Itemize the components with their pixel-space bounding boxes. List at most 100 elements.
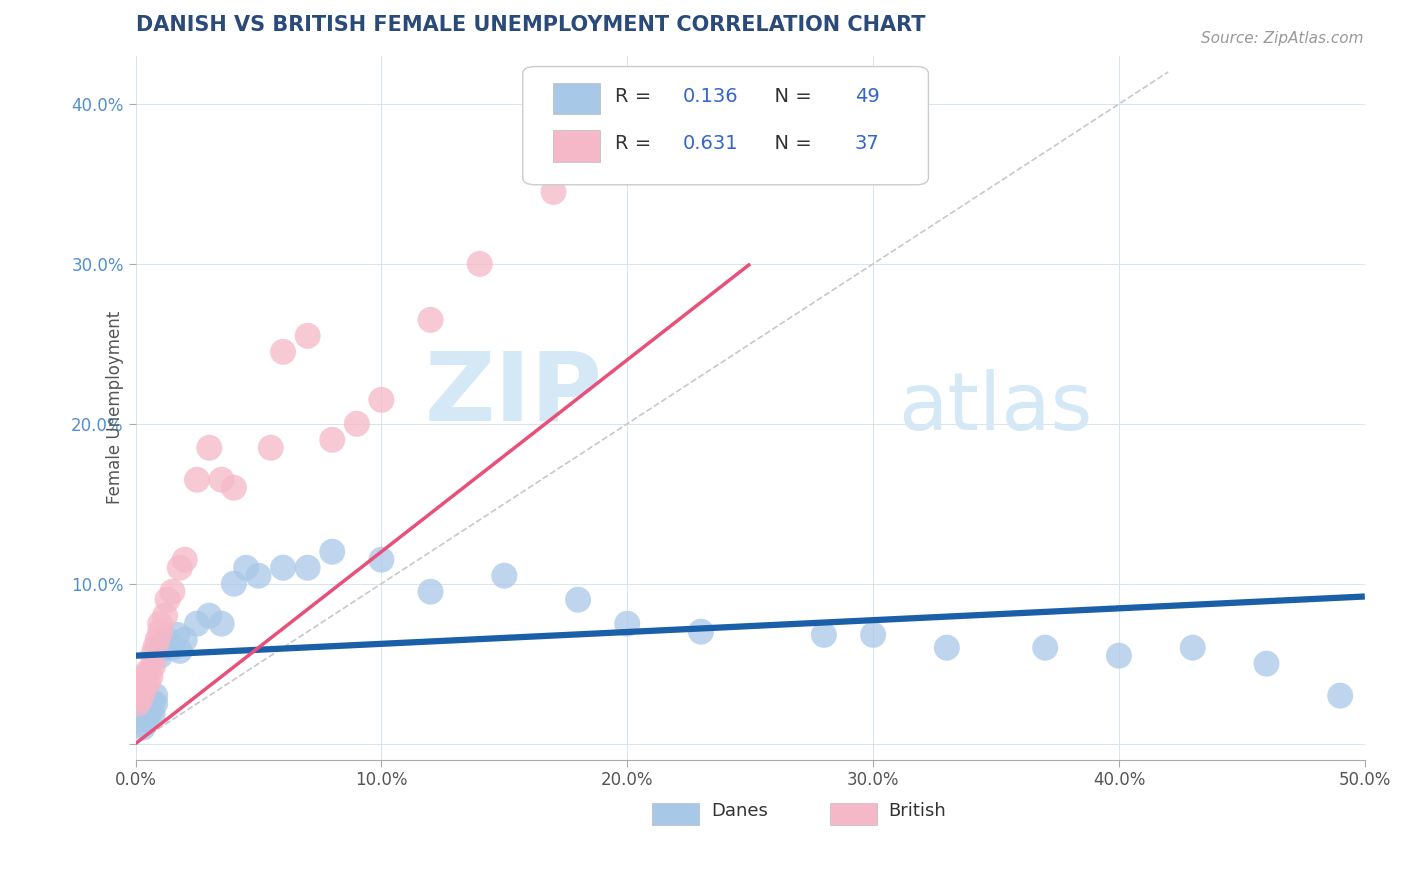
Point xyxy=(149,648,172,663)
Point xyxy=(156,592,179,607)
Point xyxy=(211,616,233,631)
Text: Danes: Danes xyxy=(711,802,768,820)
Text: R =: R = xyxy=(614,135,658,153)
Point xyxy=(370,552,392,566)
Point xyxy=(468,257,491,271)
Point xyxy=(134,713,156,727)
Point xyxy=(139,697,162,711)
Point xyxy=(139,705,162,719)
Point xyxy=(419,584,441,599)
FancyBboxPatch shape xyxy=(554,83,600,114)
Point xyxy=(129,717,152,731)
Point xyxy=(146,632,169,647)
Point xyxy=(567,592,589,607)
Point xyxy=(169,644,191,658)
Point xyxy=(271,344,294,359)
Point xyxy=(156,632,179,647)
Text: 0.631: 0.631 xyxy=(682,135,738,153)
Point xyxy=(132,707,155,722)
Point xyxy=(142,697,165,711)
Point xyxy=(129,691,152,706)
Point xyxy=(370,392,392,407)
Point xyxy=(136,676,159,690)
Point xyxy=(247,568,270,582)
Text: R =: R = xyxy=(614,87,658,106)
Point xyxy=(222,576,245,591)
Point xyxy=(149,616,172,631)
Point xyxy=(1108,648,1130,663)
Point xyxy=(127,697,149,711)
Point xyxy=(136,665,159,679)
Point xyxy=(616,145,638,159)
Text: ZIP: ZIP xyxy=(425,347,603,441)
Point xyxy=(813,628,835,642)
Y-axis label: Female Unemployment: Female Unemployment xyxy=(107,311,125,505)
Point xyxy=(149,624,172,639)
Point xyxy=(153,640,176,655)
Point xyxy=(173,552,195,566)
Point xyxy=(173,632,195,647)
Point xyxy=(143,697,166,711)
Point xyxy=(132,685,155,699)
Text: 37: 37 xyxy=(855,135,879,153)
Point xyxy=(127,713,149,727)
Point xyxy=(494,568,516,582)
Point xyxy=(419,313,441,327)
Point xyxy=(297,329,319,343)
Point xyxy=(271,560,294,574)
Point xyxy=(211,473,233,487)
Point xyxy=(162,584,184,599)
FancyBboxPatch shape xyxy=(523,67,928,185)
Point xyxy=(134,676,156,690)
Point xyxy=(690,624,713,639)
Point xyxy=(162,640,184,655)
Point xyxy=(321,545,343,559)
Point xyxy=(129,707,152,722)
Point xyxy=(297,560,319,574)
Point xyxy=(346,417,368,431)
Text: DANISH VS BRITISH FEMALE UNEMPLOYMENT CORRELATION CHART: DANISH VS BRITISH FEMALE UNEMPLOYMENT CO… xyxy=(135,15,925,35)
Text: British: British xyxy=(887,802,946,820)
Point xyxy=(1329,689,1351,703)
Text: N =: N = xyxy=(762,87,818,106)
Point xyxy=(143,640,166,655)
Point xyxy=(142,660,165,674)
Point xyxy=(142,648,165,663)
Point xyxy=(1033,640,1056,655)
Point xyxy=(127,689,149,703)
Text: 49: 49 xyxy=(855,87,879,106)
Point xyxy=(198,608,221,623)
Point xyxy=(136,707,159,722)
Point xyxy=(153,608,176,623)
Text: atlas: atlas xyxy=(897,368,1092,447)
Point xyxy=(146,640,169,655)
Point xyxy=(186,616,208,631)
Point xyxy=(139,669,162,683)
Point xyxy=(222,481,245,495)
Point xyxy=(143,689,166,703)
Point xyxy=(1181,640,1204,655)
Point xyxy=(543,185,565,199)
FancyBboxPatch shape xyxy=(830,803,877,825)
Point xyxy=(321,433,343,447)
FancyBboxPatch shape xyxy=(554,130,600,161)
Point xyxy=(935,640,957,655)
Point xyxy=(186,473,208,487)
Point xyxy=(690,136,713,151)
Text: 0.136: 0.136 xyxy=(682,87,738,106)
Point xyxy=(616,616,638,631)
Point xyxy=(136,705,159,719)
Point xyxy=(132,673,155,687)
Point xyxy=(129,701,152,715)
Point xyxy=(132,721,155,735)
Point xyxy=(129,681,152,695)
Point xyxy=(198,441,221,455)
FancyBboxPatch shape xyxy=(652,803,699,825)
Point xyxy=(235,560,257,574)
Point xyxy=(127,705,149,719)
Text: N =: N = xyxy=(762,135,818,153)
Point xyxy=(862,628,884,642)
Point xyxy=(142,707,165,722)
Text: Source: ZipAtlas.com: Source: ZipAtlas.com xyxy=(1201,31,1364,46)
Point xyxy=(132,697,155,711)
